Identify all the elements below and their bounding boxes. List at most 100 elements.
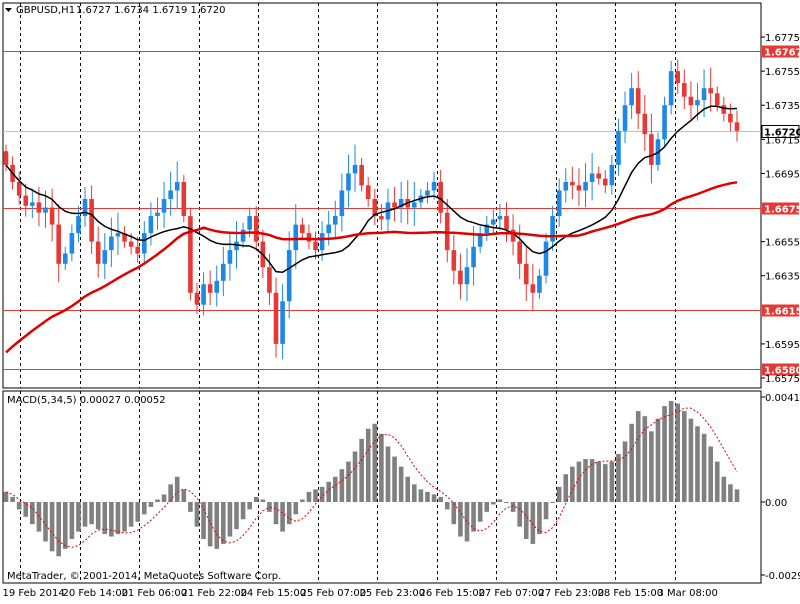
macd-histogram-bar (451, 502, 457, 525)
triangle-down-icon[interactable] (5, 8, 12, 12)
macd-tick-label: 0.00 (765, 498, 787, 509)
macd-histogram-bar (385, 446, 391, 502)
macd-histogram-bar (56, 502, 61, 557)
macd-histogram-bar (372, 423, 378, 502)
macd-histogram-bar (701, 433, 707, 502)
macd-histogram-bar (596, 461, 602, 502)
ohlc-readout: 1.6727 1.6734 1.6719 1.6720 (76, 5, 226, 16)
candle-body (464, 267, 470, 285)
candle-body (372, 199, 378, 217)
candle-body (56, 224, 61, 264)
macd-histogram-bar (682, 411, 687, 502)
macd-histogram-bar (234, 502, 239, 530)
candle-body (23, 195, 29, 206)
macd-panel-frame (2, 390, 762, 584)
level-price-box (762, 202, 799, 215)
macd-histogram-bar (115, 502, 121, 535)
x-tick-label: 20 Feb 14:00 (63, 588, 129, 599)
macd-histogram-bar (510, 502, 516, 512)
price-tick-label: 1.6695 (765, 169, 800, 180)
macd-histogram-bar (675, 403, 681, 502)
macd-histogram-bar (662, 406, 667, 502)
macd-histogram-bar (214, 502, 220, 549)
candle-body (332, 216, 338, 225)
macd-histogram-bar (708, 446, 713, 502)
macd-histogram-bar (267, 502, 272, 512)
price-tick-label: 1.6715 (765, 135, 800, 146)
candle-body (273, 292, 279, 344)
x-tick-label: 19 Feb 2014 (3, 588, 65, 599)
macd-histogram-bar (339, 469, 345, 502)
macd-histogram-bar (95, 502, 101, 530)
candle-body (695, 100, 700, 106)
price-tick-label: 1.6595 (765, 340, 800, 351)
macd-histogram-bar (326, 481, 331, 502)
macd-histogram-bar (622, 441, 628, 502)
candle-body (155, 212, 160, 217)
macd-histogram-bar (576, 461, 582, 502)
candle-body (89, 199, 94, 242)
candle-body (431, 181, 437, 191)
candle-body (517, 241, 522, 264)
candle-body (583, 181, 588, 191)
candle-body (293, 224, 299, 251)
macd-histogram-bar (293, 502, 299, 515)
macd-histogram-bar (655, 418, 661, 502)
macd-histogram-bar (247, 502, 252, 510)
candle-body (616, 130, 621, 165)
candle-body (122, 233, 127, 242)
macd-histogram-bar (181, 489, 187, 502)
macd-histogram-bar (221, 502, 226, 544)
macd-histogram-bar (550, 502, 555, 503)
candle-body (128, 241, 134, 247)
macd-histogram-bar (313, 489, 318, 502)
macd-histogram-bar (642, 416, 648, 502)
macd-histogram-bar (444, 502, 450, 510)
candle-body (306, 233, 312, 242)
candle-body (425, 190, 430, 196)
candle-body (141, 233, 147, 254)
candle-body (181, 181, 187, 217)
macd-histogram-bar (556, 486, 562, 502)
macd-histogram-bar (306, 491, 312, 502)
macd-histogram-bar (484, 502, 490, 512)
candle-body (523, 263, 529, 285)
candle-body (234, 241, 239, 251)
macd-histogram-bar (10, 496, 15, 502)
macd-histogram-bar (721, 476, 727, 502)
level-price-label: 1.6615 (764, 307, 800, 318)
candle-body (589, 173, 595, 182)
candle-body (214, 280, 220, 293)
candle-body (497, 216, 503, 220)
macd-histogram-bar (148, 502, 154, 507)
macd-histogram-bar (714, 461, 720, 502)
candle-body (76, 216, 81, 234)
macd-histogram-bar (82, 502, 88, 527)
candle-body (675, 71, 681, 84)
level-price-label: 1.6720 (764, 128, 800, 139)
macd-histogram-bar (616, 454, 621, 502)
ma-fast-line (5, 105, 738, 273)
macd-histogram-bar (319, 486, 325, 502)
macd-histogram-bar (491, 502, 496, 505)
macd-histogram-bar (602, 464, 608, 502)
candle-body (438, 181, 443, 213)
macd-histogram-bar (174, 476, 180, 502)
x-tick-label: 21 Feb 06:00 (122, 588, 188, 599)
level-price-label: 1.6767 (764, 48, 800, 59)
candle-body (543, 241, 549, 276)
macd-histogram-bar (102, 502, 108, 535)
candle-body (247, 216, 252, 230)
candle-body (95, 241, 101, 264)
macd-histogram-bar (273, 502, 279, 525)
macd-histogram-bar (359, 438, 364, 502)
macd-histogram-bar (668, 401, 674, 502)
macd-title: MACD(5,34,5) 0.00027 0.00052 (7, 395, 166, 406)
candle-body (708, 88, 713, 94)
price-tick-label: 1.6655 (765, 238, 800, 249)
candle-body (629, 88, 634, 106)
candle-body (300, 224, 305, 234)
candle-body (609, 164, 615, 186)
